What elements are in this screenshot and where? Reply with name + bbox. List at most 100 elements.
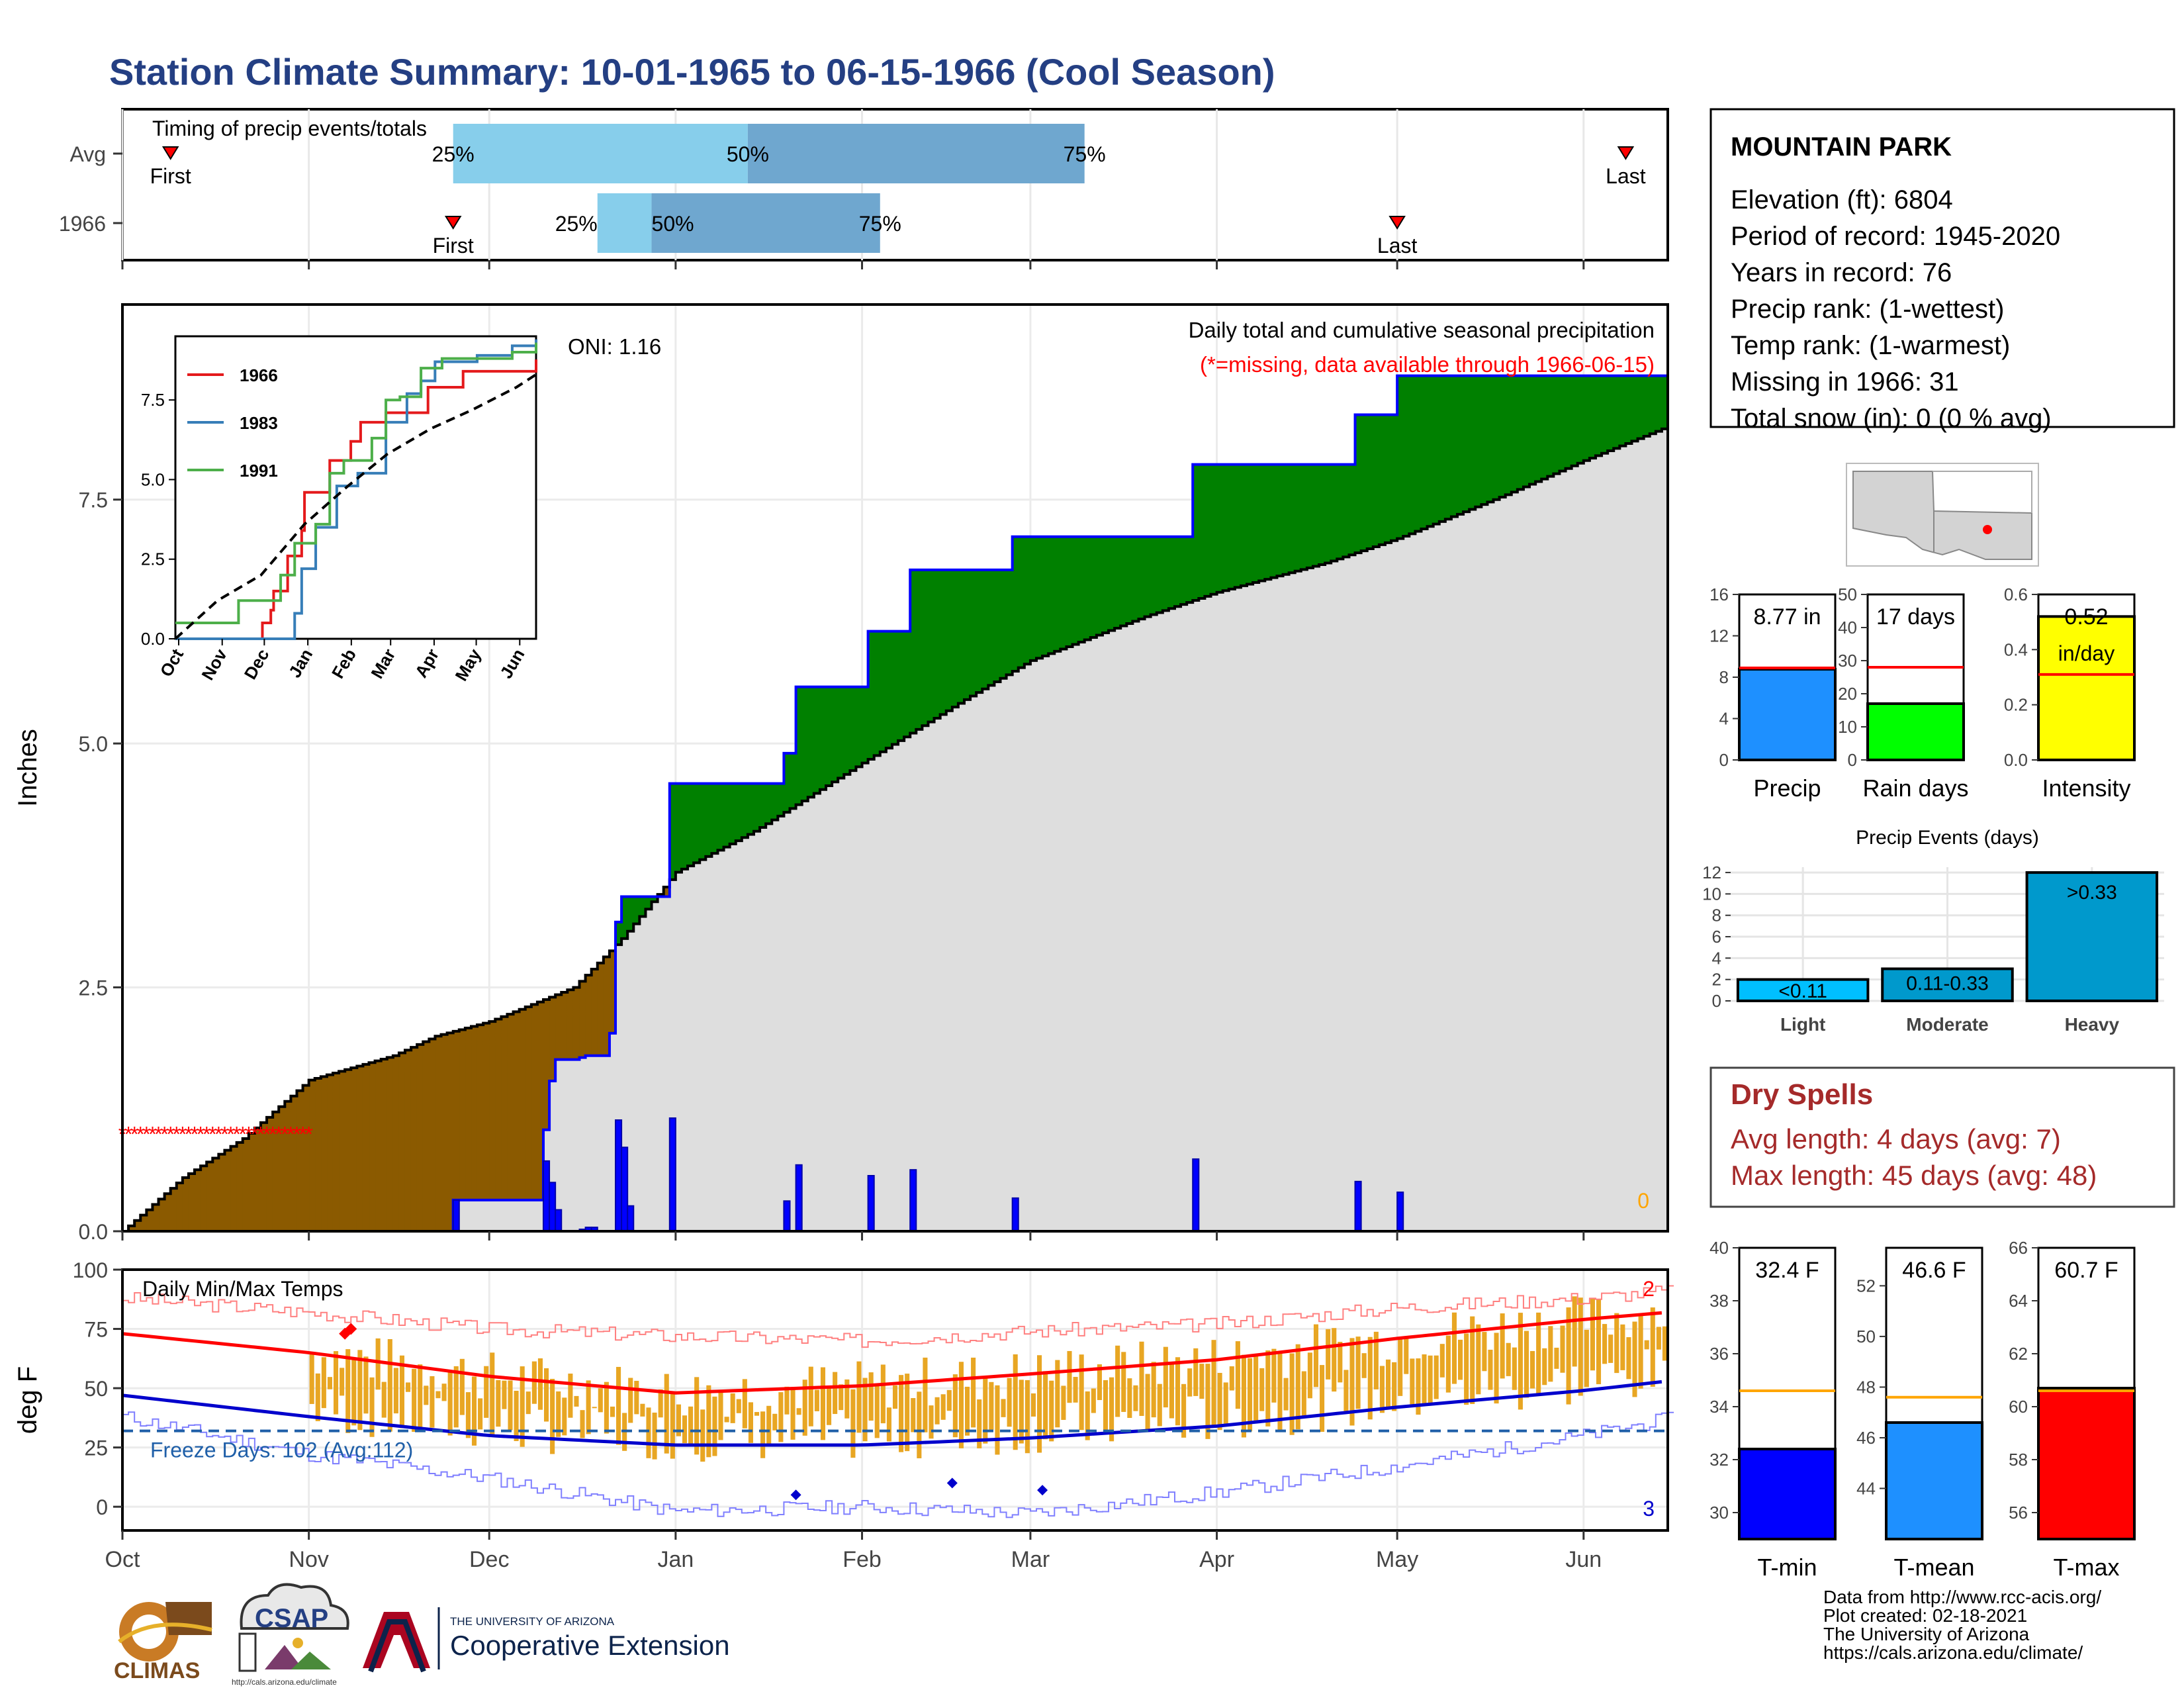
precip-daily-bar [867,1175,875,1232]
precip-daily-bar [627,1205,635,1232]
temp-daily-range-bar [905,1374,910,1452]
temp-daily-range-bar [1494,1333,1499,1404]
temp-daily-range-bar [1367,1336,1373,1420]
temp-daily-range-bar [1127,1378,1132,1419]
timing-last-marker [1617,146,1635,160]
mini-chart-y-tick-label: 32 [1709,1450,1729,1470]
temp-daily-range-bar [911,1398,916,1432]
temp-daily-range-bar [694,1377,700,1455]
station-info-line: Temp rank: (1-warmest) [1731,331,2010,360]
station-info-line: Precip rank: (1-wettest) [1731,295,2004,324]
missing-day-marker: * [304,1123,312,1147]
temp-daily-range-bar [1169,1362,1174,1419]
temp-daily-range-bar [1097,1364,1102,1401]
month-x-tick-label: Oct [105,1547,140,1572]
mini-chart-y-tick-label: 8 [1719,667,1729,687]
temp-daily-range-bar [406,1382,411,1392]
events-bar [2025,871,2159,1002]
timing-p75-label: 75% [1064,142,1106,166]
temp-daily-range-bar [1295,1344,1300,1430]
temp-daily-range-bar [1638,1313,1643,1389]
temp-daily-range-bar [1248,1358,1253,1432]
temp-daily-range-bar [543,1368,549,1422]
temp-daily-range-bar [1223,1382,1228,1424]
mini-chart-y-tick-label: 30 [1709,1503,1729,1523]
precip-daily-bar [452,1199,460,1233]
missing-day-marker: * [208,1123,216,1147]
temp-daily-range-bar [1355,1336,1361,1409]
mini-chart-y-tick-label: 0.6 [2004,585,2028,604]
missing-day-marker: * [287,1123,295,1147]
mini-chart-value-label: 0.52 [2064,604,2108,630]
temp-daily-range-bar [766,1405,772,1446]
missing-day-marker: * [232,1123,240,1147]
temp-daily-range-bar [964,1386,970,1436]
temp-daily-range-bar [1307,1352,1312,1399]
temp-daily-range-bar [724,1417,729,1423]
temp-daily-range-bar [1560,1325,1565,1373]
station-info-line: Total snow (in): 0 (0 % avg) [1731,404,2052,433]
temp-daily-range-bar [592,1407,597,1409]
temp-daily-range-bar [995,1385,1000,1455]
temp-daily-range-bar [340,1368,345,1396]
temp-daily-range-bar [1193,1348,1199,1396]
temp-daily-range-bar [1289,1353,1295,1435]
temp-daily-range-bar [917,1391,922,1458]
temp-daily-range-bar [502,1380,507,1409]
temp-daily-range-bar [1061,1385,1066,1421]
daily-temperature-chart: Freeze Days: 102 (Avg:112) 2 3 Daily Min/Ma… [13,1258,1674,1572]
temp-daily-range-bar [940,1394,946,1420]
timing-p50-label: 50% [652,212,694,236]
temp-daily-range-bar [1572,1296,1577,1367]
temp-daily-range-bar [399,1355,405,1429]
temp-daily-range-bar [820,1367,826,1440]
temp-daily-range-bar [441,1383,447,1401]
missing-day-marker: * [166,1123,174,1147]
missing-day-marker: * [275,1123,283,1147]
temp-daily-range-bar [748,1402,753,1443]
events-y-tick-label: 4 [1712,948,1721,968]
station-info-line: Missing in 1966: 31 [1731,367,1959,397]
temp-y-axis-label: deg F [13,1366,42,1434]
temp-daily-range-bar [646,1407,651,1458]
temp-daily-range-bar [1139,1341,1144,1416]
temp-daily-range-bar [923,1357,928,1432]
temp-daily-range-bar [315,1373,320,1421]
temp-daily-range-bar [778,1392,784,1442]
temp-daily-range-bar [453,1366,459,1428]
timing-row-label: Avg [69,142,106,166]
events-y-tick-label: 2 [1712,970,1721,990]
temp-daily-range-bar [892,1385,898,1409]
mini-chart-t-max: 60.7 F 56 58 60 62 64 66 T-max [2009,1238,2136,1581]
temp-daily-range-bar [718,1392,723,1440]
temp-daily-range-bar [1590,1297,1595,1371]
temp-daily-range-bar [1410,1358,1415,1405]
temp-daily-range-bar [333,1351,339,1415]
temp-daily-range-bar [327,1377,332,1389]
mini-chart-y-tick-label: 48 [1856,1377,1876,1397]
temp-daily-range-bar [844,1379,850,1419]
mini-chart-y-tick-label: 60 [2009,1397,2028,1417]
temp-daily-range-bar [459,1358,465,1415]
temp-daily-range-bar [1656,1327,1661,1350]
temp-daily-range-bar [1145,1374,1150,1430]
temp-daily-range-bar [1385,1359,1391,1409]
mini-chart-y-tick-label: 4 [1719,709,1729,729]
temp-daily-range-bar [1277,1353,1283,1432]
temp-daily-range-bar [381,1382,387,1418]
temp-daily-range-bar [562,1397,567,1436]
record-low-marker [790,1489,801,1501]
precip-observed-cumulative-line [122,374,1668,1233]
timing-last-label: Last [1377,234,1418,258]
ua-extension: Cooperative Extension [450,1630,730,1661]
temp-daily-range-bar [345,1349,351,1433]
timing-title: Timing of precip events/totals [152,117,427,140]
temp-daily-range-bar [839,1384,844,1411]
temp-daily-range-bar [1241,1354,1247,1438]
temp-daily-range-bar [658,1389,663,1418]
temp-daily-range-bar [1428,1355,1433,1404]
temp-daily-range-bar [1578,1297,1583,1396]
temp-daily-range-bar [1542,1348,1547,1385]
temp-daily-range-bar [796,1408,801,1415]
temp-daily-range-bar [1205,1364,1210,1439]
